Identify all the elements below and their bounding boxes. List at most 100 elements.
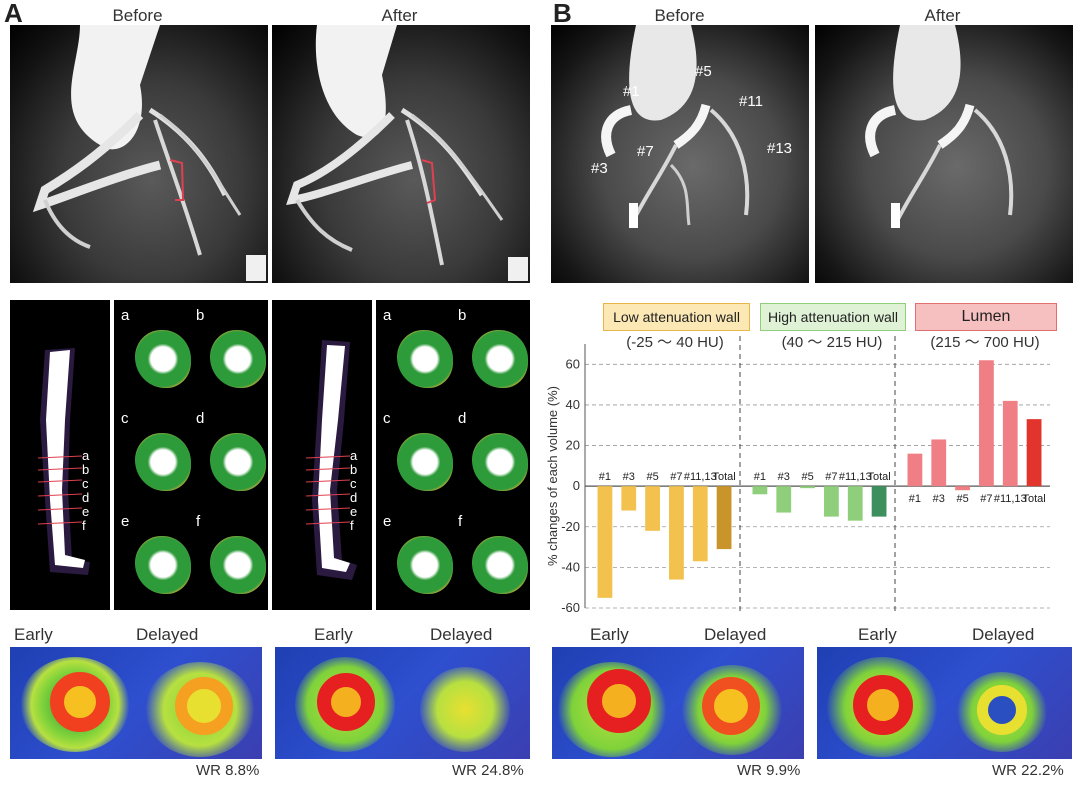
vessel-slice-marker-e: e <box>82 504 90 519</box>
cross-section-c <box>135 433 191 491</box>
panel-b-after-label: After <box>924 6 961 25</box>
slice-label-b: b <box>458 307 467 324</box>
bar-#7 <box>824 486 839 517</box>
ct-image-a-before <box>10 25 268 283</box>
vessel-slice-marker-f: f <box>82 518 86 533</box>
bar-#1 <box>597 486 613 598</box>
cross-sections-a-before: a b c d e f <box>114 300 268 610</box>
volume-change-chart: -60 -40 -20 0 20 40 60 % changes of each volume… <box>545 336 1050 615</box>
category-label: Total <box>712 471 735 483</box>
panel-a-delayed-label: Delayed <box>136 625 199 644</box>
cross-sections-a-after: a b c d e f <box>376 300 530 610</box>
bar-Total <box>1026 419 1042 487</box>
ct-image-b-before: #1 #5 #11 #7 #3 #13 <box>551 25 809 283</box>
y-tick-label: -20 <box>561 519 580 534</box>
vessel-slice-marker-f: f <box>350 518 354 533</box>
category-label: Total <box>867 471 890 483</box>
category-label: #3 <box>623 471 635 483</box>
bar-#1 <box>752 486 768 495</box>
panel-b-delayed-label: Delayed <box>704 625 767 644</box>
category-label: #1 <box>754 471 766 483</box>
y-tick-label: 0 <box>573 478 580 493</box>
cross-section-d <box>210 433 266 491</box>
slice-label-e: e <box>383 513 392 530</box>
cross-section-e <box>397 536 453 594</box>
bar-Total <box>871 486 887 517</box>
panel-a-letter: A <box>4 0 23 28</box>
ct-image-b-after <box>815 25 1073 283</box>
bar-#5 <box>800 486 815 489</box>
spect-image-b-after <box>817 647 1072 759</box>
bar-#3 <box>621 486 637 511</box>
ct-image-a-after <box>272 25 530 283</box>
spect-image-a-after <box>275 647 530 759</box>
vessel-slice-marker-d: d <box>350 490 358 505</box>
group-range-lumen: (215 ～ 700 HU) <box>930 334 1040 351</box>
bar-#11,13 <box>692 486 708 562</box>
slice-label-a: a <box>383 307 392 324</box>
category-label: #11,13 <box>839 471 872 483</box>
panel-b-delayed-label-2: Delayed <box>972 625 1035 644</box>
panel-b-before-label: Before <box>654 6 705 25</box>
cross-section-c <box>397 433 453 491</box>
slice-label-a: a <box>121 307 130 324</box>
y-tick-label: 20 <box>566 438 580 453</box>
cross-section-e <box>135 536 191 594</box>
cross-section-b <box>210 330 266 388</box>
slice-label-d: d <box>196 410 205 427</box>
wr-b-after: WR 22.2% <box>992 762 1064 779</box>
cross-section-d <box>472 433 528 491</box>
category-label: #7 <box>825 471 837 483</box>
panel-a-delayed-label-2: Delayed <box>430 625 493 644</box>
panel-b-letter: B <box>553 0 572 28</box>
segment-label-5: #5 <box>695 63 712 80</box>
cross-section-f <box>472 536 528 594</box>
y-axis-label: % changes of each volume (%) <box>545 386 560 566</box>
bar-#1 <box>907 453 923 487</box>
bar-#11,13 <box>1002 400 1018 487</box>
bar-#7 <box>669 486 684 580</box>
segment-label-3: #3 <box>591 160 608 177</box>
slice-label-d: d <box>458 410 467 427</box>
vessel-slice-marker-b: b <box>350 462 358 477</box>
group-range-high: (40 ～ 215 HU) <box>781 334 883 351</box>
y-tick-label: 60 <box>566 356 580 371</box>
group-header-lumen: Lumen <box>915 303 1057 331</box>
cross-section-a <box>397 330 453 388</box>
vessel-slice-marker-a: a <box>350 448 358 463</box>
cross-section-a <box>135 330 191 388</box>
category-label: #1 <box>599 471 611 483</box>
bar-#3 <box>931 439 947 487</box>
category-label: #3 <box>778 471 790 483</box>
wr-a-before: WR 8.8% <box>196 762 260 779</box>
wr-a-after: WR 24.8% <box>452 762 524 779</box>
group-header-high: High attenuation wall <box>760 303 906 331</box>
bar-#3 <box>776 486 792 513</box>
wr-b-before: WR 9.9% <box>737 762 801 779</box>
vessel-slice-marker-b: b <box>82 462 90 477</box>
slice-label-e: e <box>121 513 130 530</box>
bar-#5 <box>955 486 970 491</box>
category-label: #3 <box>933 493 945 505</box>
slice-label-f: f <box>458 513 463 530</box>
category-label: #11,13 <box>684 471 717 483</box>
bar-#5 <box>645 486 660 531</box>
category-label: #7 <box>980 493 992 505</box>
category-label: #5 <box>956 493 968 505</box>
segment-label-7: #7 <box>637 143 654 160</box>
category-label: #5 <box>801 471 813 483</box>
bar-#11,13 <box>847 486 863 521</box>
vessel-slice-marker-c: c <box>350 476 357 491</box>
category-label: #11,13 <box>994 493 1027 505</box>
slice-label-b: b <box>196 307 205 324</box>
segment-label-1: #1 <box>623 83 640 100</box>
category-label: Total <box>1022 493 1045 505</box>
category-label: #5 <box>646 471 658 483</box>
cross-section-f <box>210 536 266 594</box>
panel-a-early-label: Early <box>14 625 53 644</box>
vessel-slice-marker-e: e <box>350 504 358 519</box>
vessel-slice-marker-c: c <box>82 476 89 491</box>
panel-a-before-label: Before <box>112 6 163 25</box>
vessel-slice-marker-a: a <box>82 448 90 463</box>
